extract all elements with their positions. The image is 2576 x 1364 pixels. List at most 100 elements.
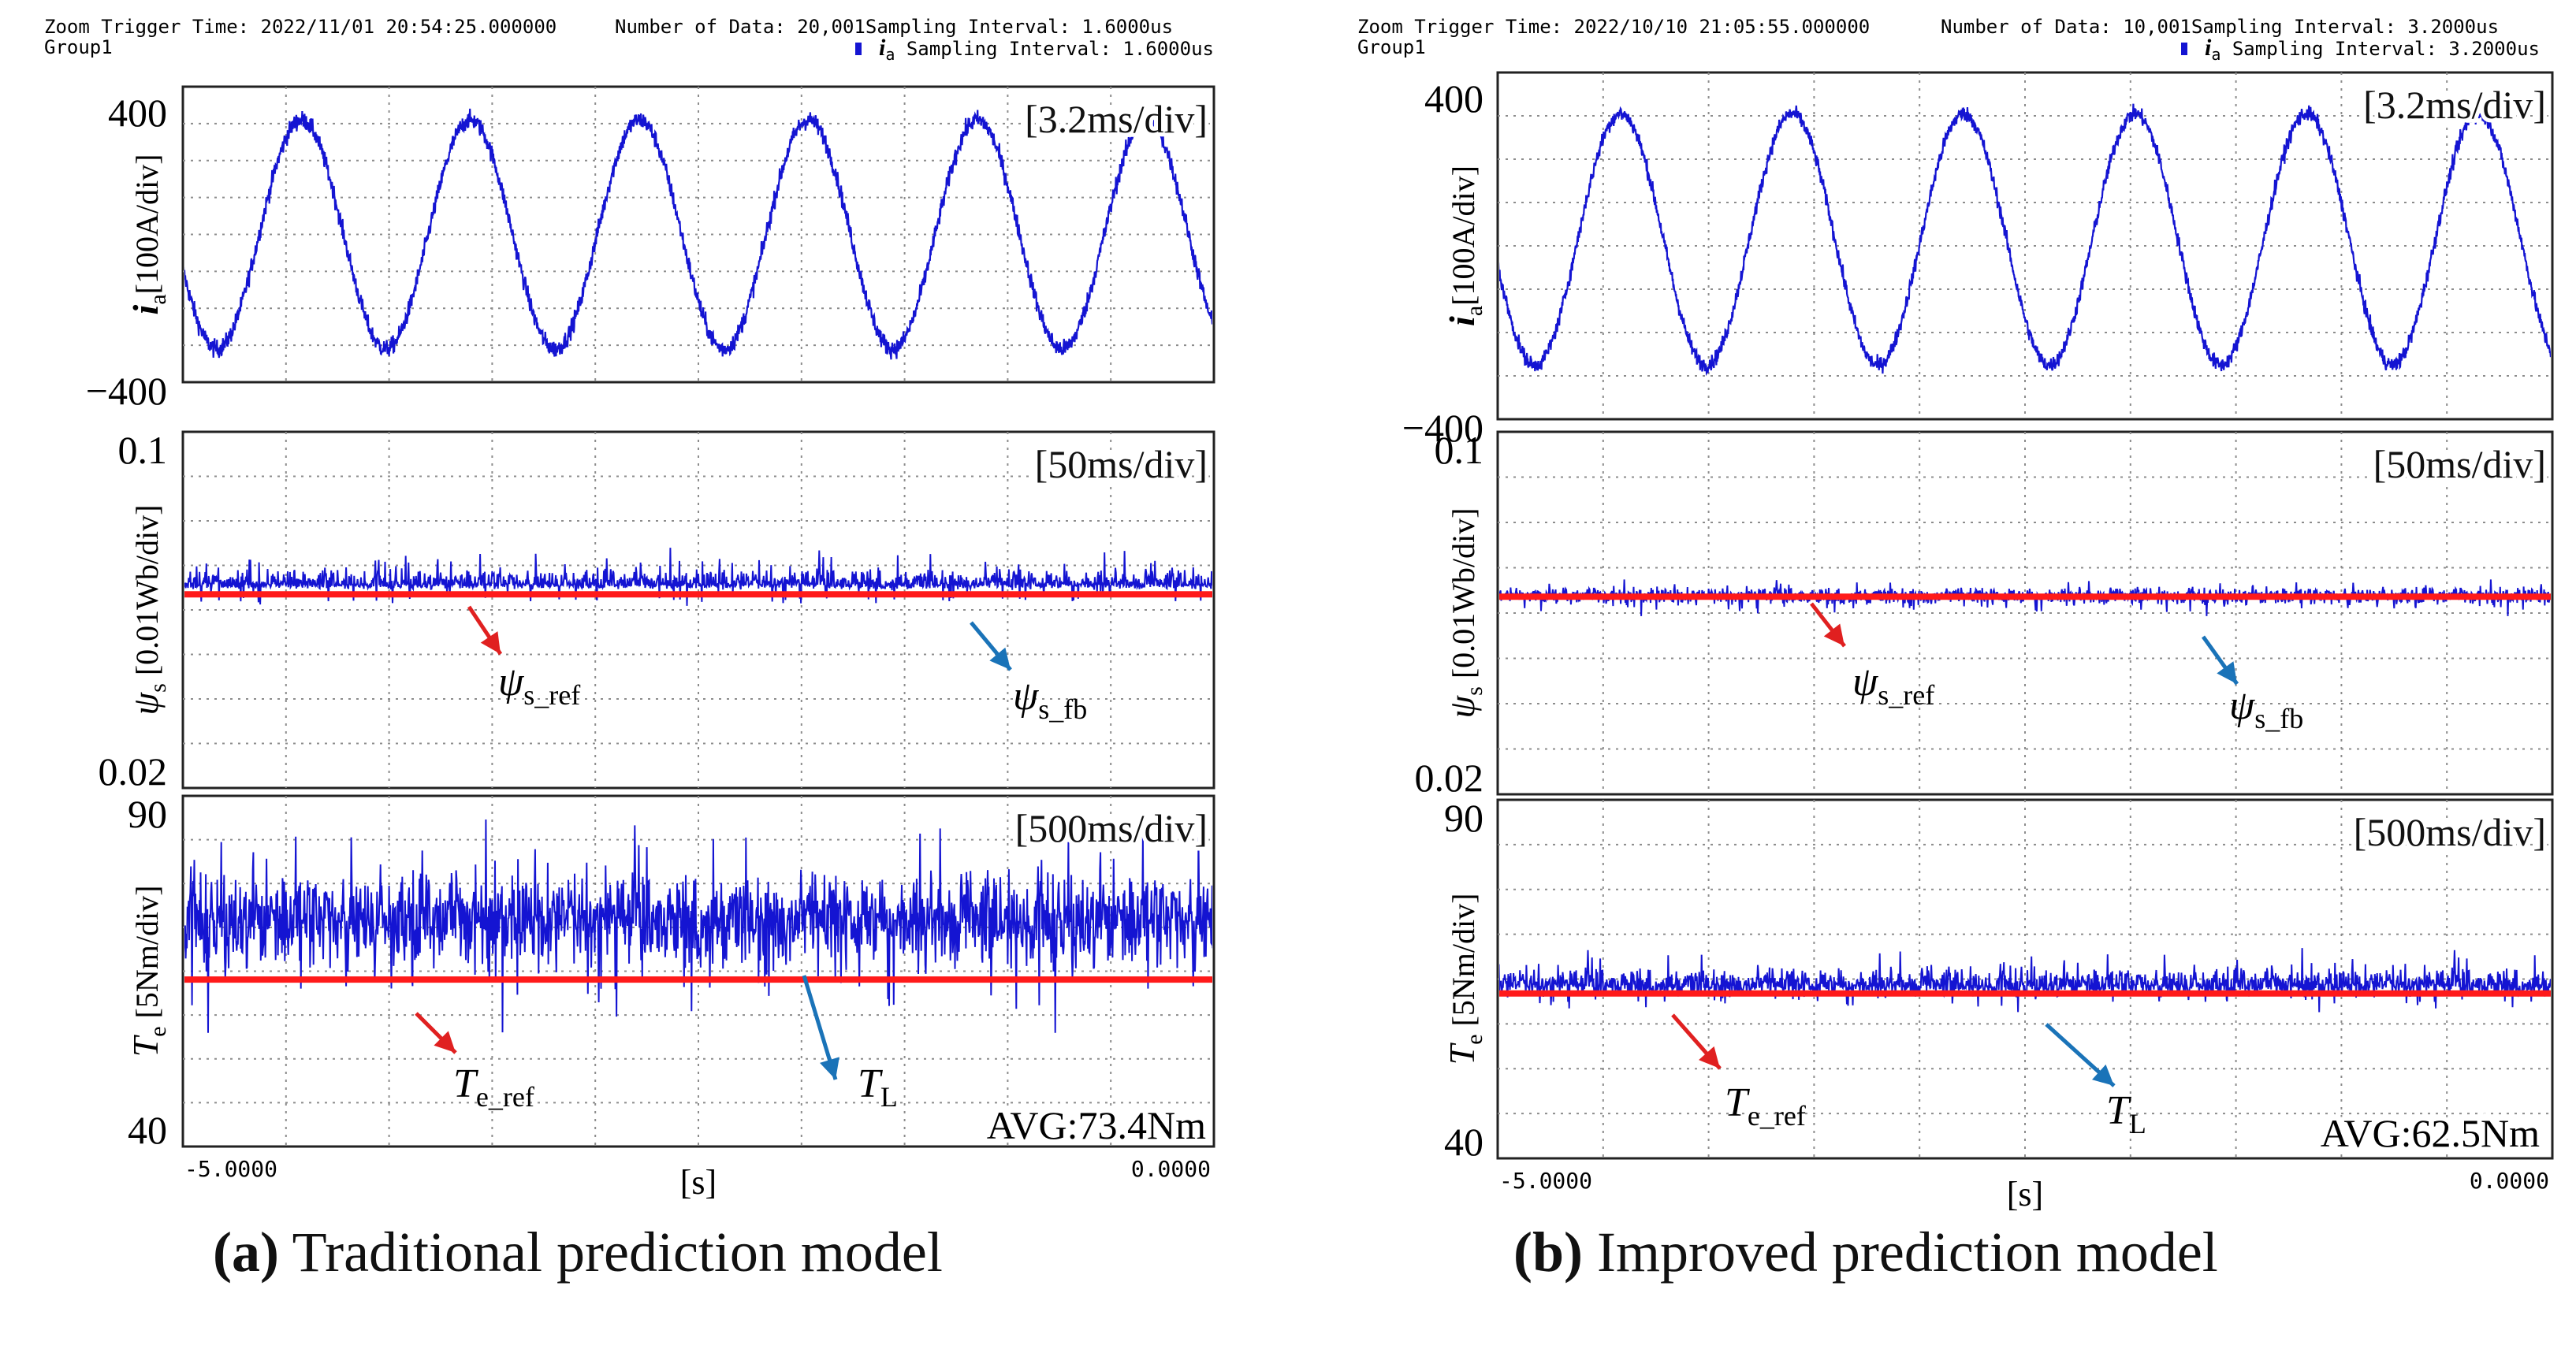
annotation-subscript: e_ref: [1748, 1100, 1806, 1132]
annotation-label: ψs_fb: [2229, 683, 2303, 734]
header-number-of-data: Number of Data: 20,001Sampling Interval:…: [615, 16, 1173, 38]
series-ψ_s_fb: [184, 548, 1212, 606]
y-bottom-label: −400: [1402, 406, 1483, 450]
annotation-arrowhead-icon: [2217, 661, 2237, 684]
annotation-label: ψs_ref: [1852, 660, 1934, 711]
y-axis-symbol: i: [125, 304, 166, 314]
annotation-label: TL: [858, 1061, 898, 1113]
header-sampling-interval: ia Sampling Interval: 3.2000us: [2205, 35, 2540, 64]
caption-b: (b) Improved prediction model: [1513, 1220, 2218, 1291]
x-axis-left-label: -5.0000: [184, 1156, 277, 1182]
y-axis-symbol: ψ: [125, 691, 166, 715]
timebase-label: [3.2ms/div]: [1025, 97, 1208, 141]
y-axis-subscript: e: [1461, 1034, 1487, 1044]
plot-area: [184, 819, 1212, 1033]
y-axis-subscript: a: [145, 294, 171, 304]
y-axis-unit: [100A/div]: [1446, 165, 1481, 306]
series-i_a: [1499, 103, 2551, 377]
annotation-symbol: T: [453, 1061, 478, 1106]
annotation-label: ψs_ref: [498, 660, 580, 711]
timebase-label: [3.2ms/div]: [2363, 83, 2546, 127]
y-top-label: 0.1: [1435, 428, 1484, 472]
header-sampling-interval: ia Sampling Interval: 1.6000us: [879, 35, 1214, 64]
annotation-symbol: T: [2106, 1088, 2131, 1133]
x-axis-unit-label: [s]: [2007, 1175, 2043, 1213]
y-axis-label: ia[100A/div]: [1442, 165, 1487, 326]
y-axis-unit: [5Nm/div]: [129, 886, 165, 1027]
y-axis-label: Te [5Nm/div]: [1442, 894, 1487, 1065]
legend-marker-icon: [2181, 43, 2187, 55]
y-axis-unit: [100A/div]: [129, 154, 165, 295]
annotation-arrowhead-icon: [1699, 1046, 1720, 1069]
annotation-subscript: s_fb: [1038, 693, 1087, 725]
timebase-label: [50ms/div]: [2373, 442, 2546, 486]
y-bottom-label: 0.02: [99, 749, 168, 793]
plot-area: [184, 548, 1212, 606]
header-trigger-time: Zoom Trigger Time: 2022/11/01 20:54:25.0…: [44, 16, 557, 38]
caption-a-letter: (a): [213, 1221, 279, 1284]
legend-ia-sub: a: [2211, 45, 2220, 64]
plot-area: [1499, 103, 2551, 377]
annotation-symbol: ψ: [2229, 683, 2256, 728]
series-T_L: [184, 819, 1212, 1033]
caption-a-text: Traditional prediction model: [278, 1221, 943, 1284]
subplot-a-2: [500ms/div] 90 40 Te [5Nm/div] Te_ref TL: [125, 792, 1215, 1152]
legend-interval-text: Sampling Interval: 1.6000us: [895, 38, 1214, 60]
x-axis-right-label: 0.0000: [1131, 1156, 1211, 1182]
y-axis-label: ψs [0.01Wb/div]: [125, 505, 171, 715]
y-axis-symbol: T: [1442, 1042, 1482, 1065]
annotation-symbol: T: [858, 1061, 883, 1106]
plot-area: [1499, 948, 2551, 1013]
y-bottom-label: −400: [86, 369, 167, 413]
annotation-arrowhead-icon: [989, 647, 1011, 670]
legend-ia-sub: a: [885, 45, 895, 64]
y-axis-label: ia[100A/div]: [125, 154, 171, 315]
plot-area: [184, 108, 1212, 360]
x-axis-left-label: -5.0000: [1499, 1168, 1592, 1194]
annotation-arrowhead-icon: [1823, 623, 1845, 646]
y-axis-subscript: e: [145, 1026, 171, 1036]
panel-a: Zoom Trigger Time: 2022/11/01 20:54:25.0…: [44, 16, 1215, 1202]
header-group: Group1: [1357, 36, 1426, 58]
annotation-symbol: T: [1725, 1080, 1750, 1125]
annotation-label: Te_ref: [453, 1061, 534, 1113]
timebase-label: [500ms/div]: [1015, 806, 1208, 850]
timebase-label: [50ms/div]: [1035, 442, 1208, 486]
legend-ia-label: i: [2205, 35, 2212, 61]
y-bottom-label: 0.02: [1415, 756, 1484, 800]
y-axis-label: Te [5Nm/div]: [125, 886, 171, 1057]
y-axis-symbol: ψ: [1442, 694, 1482, 718]
y-axis-subscript: s: [145, 683, 171, 693]
avg-torque-label: AVG:73.4Nm: [987, 1103, 1206, 1147]
annotation-arrowhead-icon: [2092, 1064, 2114, 1086]
annotation-label: TL: [2106, 1088, 2146, 1139]
y-axis-unit: [0.01Wb/div]: [129, 505, 165, 684]
subplot-b-0: [3.2ms/div] 400 −400 ia[100A/div]: [1402, 71, 2554, 450]
plot-area: [1499, 579, 2551, 616]
annotation-arrowhead-icon: [480, 631, 501, 654]
y-top-label: 90: [128, 792, 167, 836]
y-axis-symbol: T: [125, 1034, 166, 1057]
series-T_L: [1499, 948, 2551, 1013]
timebase-label: [500ms/div]: [2354, 810, 2546, 854]
y-top-label: 400: [1424, 76, 1483, 121]
annotation-subscript: s_ref: [523, 679, 580, 711]
header-number-of-data: Number of Data: 10,001Sampling Interval:…: [1941, 16, 2499, 38]
legend-ia-label: i: [879, 35, 886, 61]
header-trigger-time: Zoom Trigger Time: 2022/10/10 21:05:55.0…: [1357, 16, 1870, 38]
y-bottom-label: 40: [1444, 1120, 1483, 1164]
annotation-symbol: ψ: [1013, 674, 1040, 719]
annotation-subscript: L: [2129, 1108, 2146, 1139]
y-bottom-label: 40: [128, 1108, 167, 1152]
annotation-subscript: s_fb: [2254, 703, 2303, 734]
panel-b: Zoom Trigger Time: 2022/10/10 21:05:55.0…: [1357, 16, 2554, 1213]
y-axis-subscript: s: [1461, 686, 1487, 696]
legend-marker-icon: [855, 43, 862, 55]
y-axis-subscript: a: [1461, 306, 1487, 316]
caption-a: (a) Traditional prediction model: [213, 1220, 943, 1291]
annotation-subscript: s_ref: [1878, 679, 1934, 711]
